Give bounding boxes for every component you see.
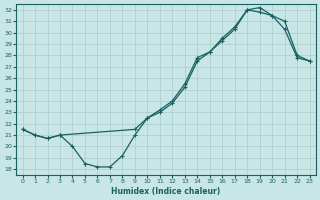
X-axis label: Humidex (Indice chaleur): Humidex (Indice chaleur): [111, 187, 221, 196]
